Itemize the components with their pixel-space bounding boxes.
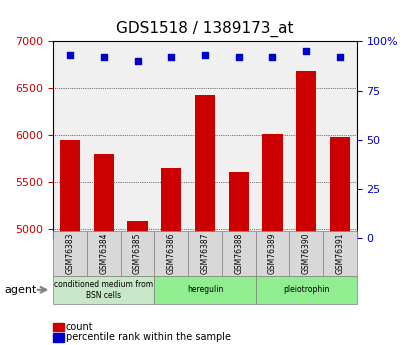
Point [201, 52, 208, 58]
Text: GSM76384: GSM76384 [99, 233, 108, 274]
Text: GSM76387: GSM76387 [200, 233, 209, 274]
Bar [161, 168, 181, 238]
Point [235, 55, 241, 60]
Text: GSM76390: GSM76390 [301, 233, 310, 274]
Point [168, 55, 174, 60]
Bar [94, 154, 114, 238]
Bar [127, 221, 147, 238]
Text: GSM76389: GSM76389 [267, 233, 276, 274]
Bar [60, 140, 80, 238]
Point [302, 49, 309, 54]
Bar [262, 134, 282, 238]
Point [336, 55, 342, 60]
Text: conditioned medium from
BSN cells: conditioned medium from BSN cells [54, 280, 153, 299]
Point [67, 52, 73, 58]
Bar [228, 171, 248, 238]
Text: heregulin: heregulin [187, 285, 222, 294]
Bar [329, 137, 349, 238]
Text: GSM76385: GSM76385 [133, 233, 142, 274]
Text: GSM76388: GSM76388 [234, 233, 243, 274]
Bar [194, 95, 215, 238]
Text: GDS1518 / 1389173_at: GDS1518 / 1389173_at [116, 21, 293, 37]
Point [268, 55, 275, 60]
Text: count: count [65, 322, 93, 332]
Point [100, 55, 107, 60]
Bar [295, 71, 315, 238]
Text: pleiotrophin: pleiotrophin [282, 285, 328, 294]
Text: GSM76383: GSM76383 [65, 233, 74, 274]
Point [134, 58, 141, 64]
Text: percentile rank within the sample: percentile rank within the sample [65, 333, 230, 342]
Text: GSM76391: GSM76391 [335, 233, 344, 274]
Text: agent: agent [4, 285, 36, 295]
Text: GSM76386: GSM76386 [166, 233, 175, 274]
